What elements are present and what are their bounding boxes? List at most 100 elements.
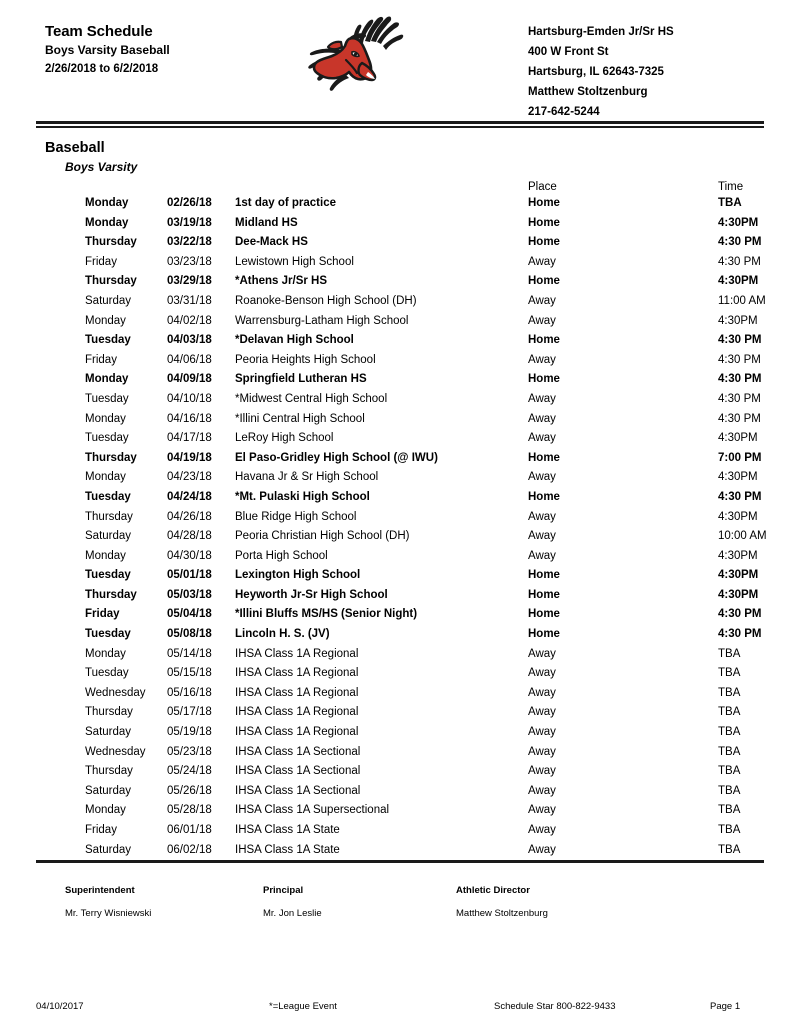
cell-event: Blue Ridge High School [235,510,357,523]
document-footer: 04/10/2017 *=League Event Schedule Star … [0,1000,800,1020]
school-phone: 217-642-5244 [528,106,600,118]
signature-entry: Athletic Director Matthew Stoltzenburg [456,884,548,921]
signature-name: Mr. Terry Wisniewski [65,908,152,919]
divider-line-thin [36,126,764,128]
cell-date: 04/19/18 [167,451,212,464]
cell-place: Away [528,765,556,778]
cell-event: IHSA Class 1A Regional [235,686,359,699]
cell-date: 05/14/18 [167,647,212,660]
cell-time: 4:30PM [718,549,758,562]
cell-place: Away [528,530,556,543]
school-info-block: Hartsburg-Emden Jr/Sr HS 400 W Front St … [528,22,674,122]
cell-date: 05/08/18 [167,628,212,641]
cell-day: Thursday [85,765,133,778]
cell-date: 05/28/18 [167,804,212,817]
cell-day: Monday [85,373,129,386]
cell-time: 4:30PM [718,471,758,484]
schedule-row: Saturday 05/19/18 IHSA Class 1A Regional Aw… [0,723,800,743]
cell-date: 03/29/18 [167,275,212,288]
cell-time: 4:30 PM [718,353,761,366]
team-subtitle: Boys Varsity Baseball [45,43,170,57]
school-address: 400 W Front St [528,46,609,58]
cell-date: 05/19/18 [167,726,212,739]
cell-place: Away [528,843,556,856]
cell-place: Away [528,392,556,405]
schedule-row: Tuesday 04/03/18 *Delavan High School Home 4… [0,331,800,351]
column-header-time: Time [718,181,744,193]
cell-event: IHSA Class 1A Sectional [235,765,361,778]
signature-entry: Superintendent Mr. Terry Wisniewski [65,884,151,921]
cell-day: Thursday [85,510,133,523]
cell-place: Away [528,353,556,366]
schedule-row: Saturday 06/02/18 IHSA Class 1A State Away T… [0,841,800,861]
cell-place: Away [528,726,556,739]
cell-day: Monday [85,314,126,327]
cell-day: Friday [85,608,120,621]
school-name: Hartsburg-Emden Jr/Sr HS [528,26,674,38]
schedule-row: Monday 03/19/18 Midland HS Home 4:30PM [0,214,800,234]
schedule-row: Tuesday 05/08/18 Lincoln H. S. (JV) Home 4:3… [0,625,800,645]
cell-place: Away [528,824,556,836]
cell-time: 4:30PM [718,216,759,229]
cell-place: Away [528,294,556,307]
cell-place: Away [528,314,556,327]
cell-day: Tuesday [85,569,131,582]
cell-place: Away [528,412,556,425]
cell-time: TBA [718,726,741,739]
schedule-row: Tuesday 04/17/18 LeRoy High School Away 4:30… [0,429,800,449]
cell-time: 4:30PM [718,314,758,327]
schedule-row: Monday 05/28/18 IHSA Class 1A Supersection… [0,801,800,821]
cell-day: Thursday [85,275,137,288]
cell-place: Home [528,216,560,229]
schedule-row: Thursday 05/03/18 Heyworth Jr-Sr High Scho… [0,586,800,606]
schedule-row: Saturday 04/28/18 Peoria Christian High Sc… [0,527,800,547]
schedule-row: Thursday 03/29/18 *Athens Jr/Sr HS Home 4:30… [0,272,800,292]
cell-day: Monday [85,804,126,817]
schedule-row: Tuesday 04/24/18 *Mt. Pulaski High School H… [0,488,800,508]
cell-date: 04/24/18 [167,490,212,503]
schedule-row: Thursday 04/19/18 El Paso-Gridley High Sch… [0,449,800,469]
cell-day: Friday [85,824,117,836]
cell-event: Lewistown High School [235,255,354,268]
schedule-row: Monday 04/02/18 Warrensburg-Latham High Sc… [0,312,800,332]
schedule-row: Tuesday 05/01/18 Lexington High School Home… [0,566,800,586]
cell-event: Lincoln H. S. (JV) [235,628,330,641]
cell-date: 04/10/18 [167,392,212,405]
signature-name: Mr. Jon Leslie [263,908,322,919]
cell-event: IHSA Class 1A Supersectional [235,804,390,817]
cell-date: 02/26/18 [167,197,212,209]
header-left-block: Team Schedule Boys Varsity Baseball 2/26… [45,22,170,78]
school-contact-name: Matthew Stoltzenburg [528,86,648,98]
cell-time: TBA [718,765,741,778]
cell-day: Friday [85,255,117,268]
cell-date: 05/15/18 [167,667,212,680]
cell-place: Away [528,432,556,445]
cell-time: 4:30 PM [718,373,762,386]
cell-time: 4:30 PM [718,255,761,268]
cell-day: Saturday [85,784,132,797]
cell-event: Midland HS [235,216,298,229]
cell-time: TBA [718,686,741,699]
cell-time: 4:30 PM [718,392,761,405]
cell-time: TBA [718,824,741,836]
school-city-state-zip: Hartsburg, IL 62643-7325 [528,66,664,78]
cell-time: TBA [718,804,741,817]
cell-event: Warrensburg-Latham High School [235,314,409,327]
footer-print-date: 04/10/2017 [36,1001,84,1012]
cell-place: Away [528,706,556,719]
schedule-row: Saturday 05/26/18 IHSA Class 1A Sectional A… [0,782,800,802]
cell-day: Wednesday [85,745,146,758]
cell-place: Home [528,236,560,249]
schedule-row: Friday 05/04/18 *Illini Bluffs MS/HS (Seni… [0,605,800,625]
schedule-row: Monday 02/26/18 1st day of practice Home TBA [0,194,800,214]
schedule-row: Tuesday 04/10/18 *Midwest Central High Sch… [0,390,800,410]
cell-place: Away [528,667,556,680]
cell-event: *Illini Bluffs MS/HS (Senior Night) [235,608,418,621]
column-header-place: Place [528,181,557,193]
cell-place: Home [528,628,560,641]
cell-time: 4:30 PM [718,490,762,503]
schedule-row: Wednesday 05/23/18 IHSA Class 1A Sectional… [0,743,800,763]
cell-place: Home [528,588,560,601]
cell-place: Away [528,255,556,268]
